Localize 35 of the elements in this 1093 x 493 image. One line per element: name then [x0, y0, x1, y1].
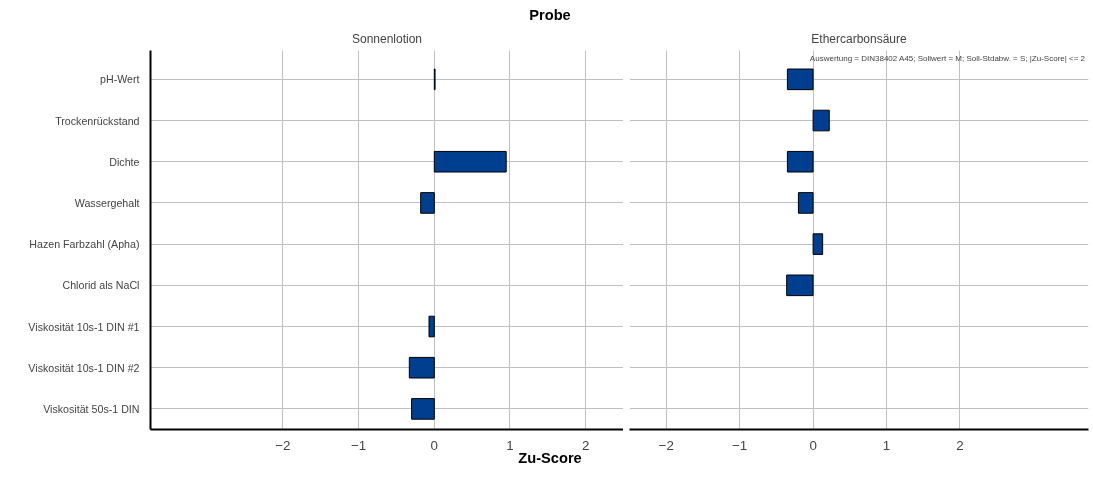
- bar: [786, 150, 814, 173]
- bar: [408, 356, 435, 379]
- x-tick-label: −1: [732, 437, 748, 453]
- x-tick-label: 2: [956, 437, 964, 453]
- bar: [786, 274, 814, 297]
- bar: [428, 315, 435, 338]
- bar: [812, 233, 824, 255]
- x-tick-label: 0: [430, 437, 439, 453]
- annotation: Auswertung = DIN38402 A45; Sollwert = M; Soll-Stdabw. = S; |Zu-Score| <= 2: [809, 53, 1086, 63]
- x-tick-label: 1: [882, 437, 891, 453]
- bar: [420, 192, 435, 214]
- x-tick-label: −2: [275, 437, 291, 453]
- x-tick-label: −2: [658, 437, 674, 453]
- y-tick-label: Chlorid als NaCl: [62, 279, 140, 292]
- bar: [786, 68, 814, 91]
- x-axis-title: Zu-Score: [518, 450, 582, 468]
- y-tick-label: Wassergehalt: [74, 196, 140, 209]
- y-tick-label: Dichte: [109, 155, 140, 168]
- x-tick-label: 0: [809, 437, 817, 453]
- y-tick-label: pH-Wert: [100, 73, 140, 86]
- chart-subtitle: Probe: [529, 6, 571, 25]
- bar: [411, 398, 435, 420]
- x-tick-label: 1: [506, 437, 514, 453]
- y-tick-label: Viskosität 50s-1 DIN: [43, 402, 140, 415]
- chart-title: Ethercarbonsäure: [811, 31, 908, 46]
- chart-title: Sonnenlotion: [351, 31, 423, 46]
- y-tick-label: Hazen Farbzahl (Apha): [29, 238, 140, 251]
- y-tick-label: Trockenrückstand: [55, 114, 140, 127]
- bar: [433, 150, 507, 173]
- bar: [812, 109, 830, 132]
- y-tick-label: Viskosität 10s-1 DIN #2: [28, 361, 140, 374]
- x-tick-label: 2: [581, 437, 590, 453]
- bar: [797, 192, 814, 214]
- x-tick-label: −1: [351, 437, 367, 453]
- y-tick-label: Viskosität 10s-1 DIN #1: [28, 320, 140, 333]
